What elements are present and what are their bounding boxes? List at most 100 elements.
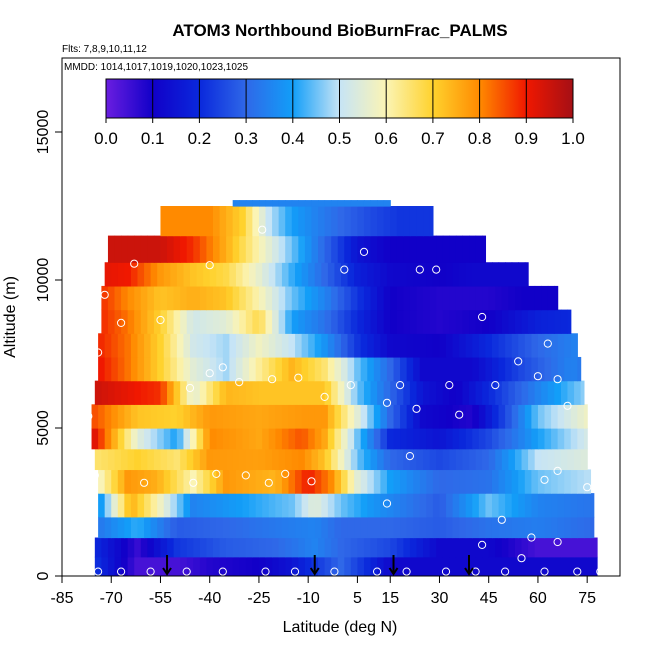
sample-point — [441, 567, 451, 576]
sample-point — [373, 567, 382, 576]
heatmap-cell — [242, 493, 250, 518]
heatmap-cell — [426, 516, 434, 539]
heatmap-cell — [449, 537, 457, 558]
heatmap-cell — [321, 262, 329, 287]
heatmap-cell — [531, 469, 539, 494]
heatmap-cell — [337, 235, 345, 263]
heatmap-cell — [301, 333, 309, 358]
y-tick-label: 15000 — [35, 110, 52, 155]
heatmap-cell — [121, 380, 129, 405]
heatmap-cell — [196, 469, 204, 494]
heatmap-cell — [304, 309, 313, 334]
heatmap-cell — [354, 428, 362, 450]
heatmap-cell — [183, 333, 191, 358]
heatmap-cell — [222, 333, 230, 358]
heatmap-cell — [455, 448, 464, 471]
heatmap-cell — [170, 262, 178, 287]
heatmap-cell — [318, 200, 326, 207]
heatmap-cell — [137, 333, 145, 358]
heatmap-cell — [193, 556, 201, 576]
heatmap-cell — [150, 493, 158, 518]
heatmap-cell — [193, 206, 201, 237]
heatmap-cell — [593, 556, 598, 576]
sample-point — [90, 471, 99, 480]
heatmap-cell — [574, 380, 582, 405]
heatmap-cell — [275, 469, 283, 494]
heatmap-cell — [419, 333, 427, 358]
heatmap-cell — [104, 262, 112, 287]
flight-arrow-head — [388, 567, 399, 576]
heatmap-cell — [134, 380, 142, 405]
colorbar-tick-label: 0.4 — [281, 129, 305, 148]
heatmap-cell — [383, 285, 391, 311]
heatmap-cell — [262, 356, 270, 382]
heatmap-cell — [216, 333, 224, 358]
heatmap-cell — [226, 309, 234, 334]
heatmap-cell — [416, 448, 424, 471]
heatmap-cell — [180, 309, 188, 334]
heatmap-cell — [537, 333, 546, 358]
heatmap-cell — [311, 206, 319, 237]
heatmap-cell — [239, 556, 247, 576]
heatmap-cell — [216, 516, 224, 539]
heatmap-cell — [285, 537, 293, 558]
heatmap-cell — [331, 206, 339, 237]
heatmap-cell — [314, 516, 322, 539]
sample-point — [320, 392, 329, 401]
heatmap-cell — [416, 206, 424, 237]
heatmap-cell — [262, 516, 270, 539]
heatmap-cell — [478, 262, 487, 287]
heatmap-cell — [268, 516, 276, 539]
heatmap-cell — [144, 516, 152, 539]
heatmap-cell — [199, 285, 208, 311]
heatmap-cell — [491, 516, 500, 539]
heatmap-cell — [413, 356, 421, 382]
heatmap-cell — [413, 428, 421, 450]
heatmap-cell — [140, 380, 148, 405]
x-axis-label: Latitude (deg N) — [283, 619, 398, 636]
heatmap-cell — [186, 235, 194, 263]
colorbar-tick-label: 0.5 — [328, 129, 352, 148]
heatmap-cell — [114, 537, 122, 558]
x-tick-label: -55 — [149, 590, 172, 607]
heatmap-cell — [304, 200, 313, 207]
heatmap-cell — [134, 448, 142, 471]
heatmap-cell — [186, 537, 194, 558]
heatmap-cell — [446, 516, 454, 539]
sample-point — [553, 466, 562, 475]
heatmap-cell — [111, 262, 119, 287]
heatmap-cell — [222, 493, 230, 518]
heatmap-cell — [518, 404, 526, 429]
heatmap-cell — [442, 235, 450, 263]
heatmap-cell — [281, 469, 290, 494]
heatmap-cell — [281, 356, 290, 382]
sample-point — [100, 290, 109, 299]
sample-point — [94, 567, 103, 576]
heatmap-cell — [130, 262, 139, 287]
heatmap-cell — [186, 448, 194, 471]
x-tick-label: -85 — [50, 590, 73, 607]
heatmap-cell — [150, 428, 158, 450]
heatmap-cell — [321, 493, 329, 518]
heatmap-cell — [235, 356, 244, 382]
heatmap-cell — [541, 380, 549, 405]
heatmap-cell — [212, 206, 221, 237]
heatmap-cell — [452, 469, 460, 494]
heatmap-cell — [167, 537, 175, 558]
heatmap-cell — [311, 200, 319, 207]
sample-point — [478, 540, 487, 550]
heatmap-layer — [91, 200, 598, 576]
heatmap-cell — [501, 537, 509, 558]
colorbar-tick-label: 0.7 — [421, 129, 445, 148]
heatmap-cell — [570, 516, 578, 539]
sample-point — [264, 478, 273, 487]
heatmap-cell — [265, 309, 273, 334]
heatmap-cell — [400, 356, 408, 382]
heatmap-cell — [446, 404, 454, 429]
colorbar-tick-label: 0.2 — [188, 129, 212, 148]
heatmap-cell — [334, 262, 342, 287]
heatmap-cell — [288, 262, 296, 287]
heatmap-cell — [229, 356, 237, 382]
heatmap-cell — [495, 448, 503, 471]
heatmap-cell — [111, 493, 119, 518]
